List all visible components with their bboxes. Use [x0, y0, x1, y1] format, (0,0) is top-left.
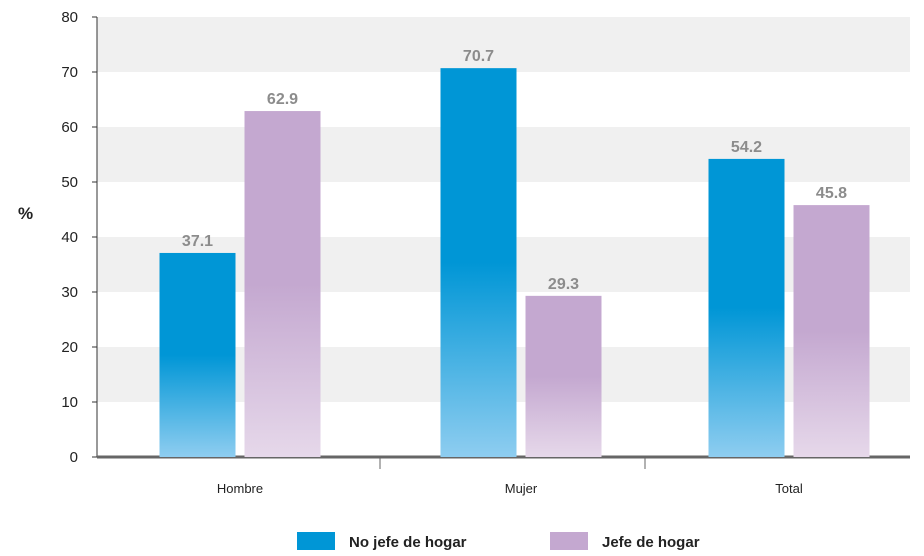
bar — [160, 253, 236, 457]
legend: No jefe de hogar Jefe de hogar — [297, 532, 700, 551]
y-tick-label: 0 — [70, 449, 78, 466]
data-label: 70.7 — [463, 48, 494, 65]
y-tick-label: 10 — [61, 394, 78, 411]
y-tick-label: 60 — [61, 119, 78, 136]
y-tick-label: 30 — [61, 284, 78, 301]
x-tick-label: Total — [775, 481, 803, 496]
y-tick-label: 40 — [61, 229, 78, 246]
y-axis-label: % — [18, 204, 33, 223]
y-tick-label: 50 — [61, 174, 78, 191]
x-tick-label: Mujer — [505, 481, 538, 496]
data-label: 37.1 — [182, 233, 213, 250]
bar — [441, 68, 517, 457]
data-label: 54.2 — [731, 139, 762, 156]
legend-label: Jefe de hogar — [602, 534, 700, 551]
data-label: 62.9 — [267, 91, 298, 108]
x-tick-label: Hombre — [217, 481, 263, 496]
bars — [160, 68, 870, 457]
data-label: 29.3 — [548, 276, 579, 293]
y-tick-label: 80 — [61, 9, 78, 26]
bar — [709, 159, 785, 457]
bar — [526, 296, 602, 457]
data-label: 45.8 — [816, 185, 847, 202]
y-tick-label: 20 — [61, 339, 78, 356]
legend-swatch — [297, 532, 335, 550]
legend-label: No jefe de hogar — [349, 534, 467, 551]
bar — [794, 205, 870, 457]
grid-band — [97, 17, 910, 72]
legend-swatch — [550, 532, 588, 550]
bar — [245, 111, 321, 457]
y-tick-label: 70 — [61, 64, 78, 81]
